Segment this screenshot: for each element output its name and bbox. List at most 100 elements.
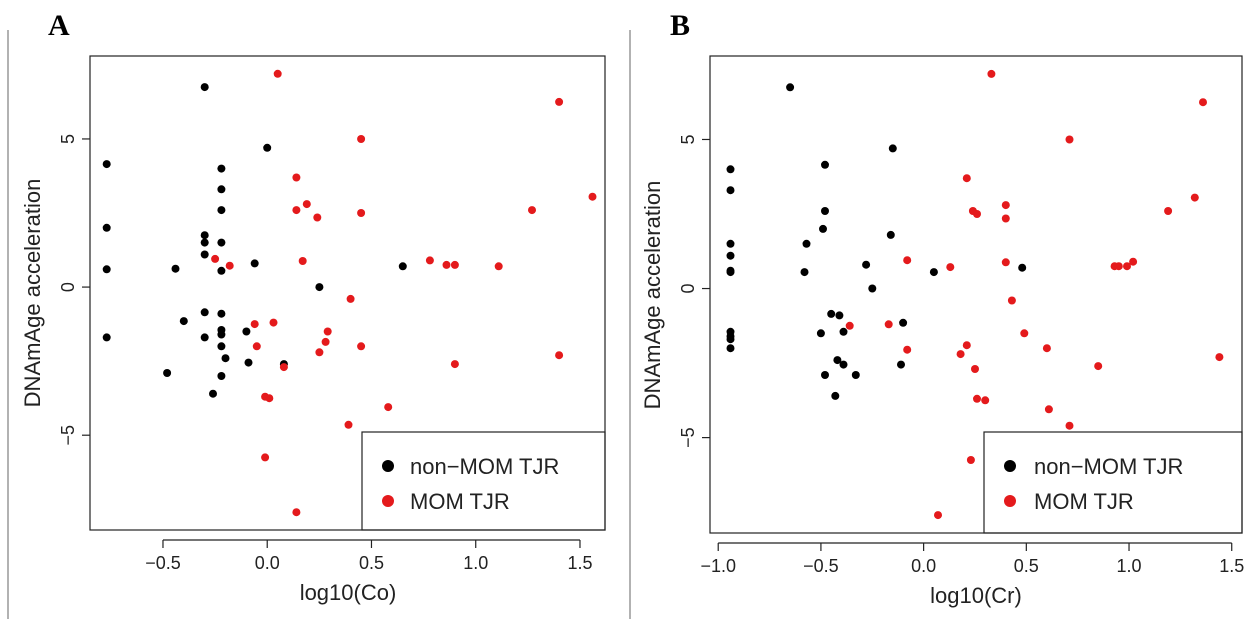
panel-a-mom-point xyxy=(211,254,220,263)
panel-b-mom-point xyxy=(1190,193,1199,202)
panel-a-points xyxy=(102,69,597,517)
panel-b-non-mom-point xyxy=(886,230,895,239)
panel-b-mom-point xyxy=(903,345,912,354)
panel-b-mom-point xyxy=(1007,296,1016,305)
panel-b-x-tick-label: −0.5 xyxy=(803,556,839,576)
panel-b-mom-point xyxy=(1199,98,1207,107)
panel-b-y-axis: −5 0 5 xyxy=(678,134,710,448)
panel-b-non-mom-point xyxy=(726,165,735,174)
panel-b-letter: B xyxy=(670,9,690,42)
panel-a-y-axis-title: DNAmAge acceleration xyxy=(20,179,45,408)
panel-b-mom-point xyxy=(903,256,912,265)
panel-a-mom-point xyxy=(494,262,503,271)
panel-a-non-mom-point xyxy=(242,327,251,336)
panel-b-non-mom-point xyxy=(839,327,848,336)
panel-b-non-mom-point xyxy=(786,83,795,92)
panel-b-mom-point xyxy=(1001,201,1010,210)
panel-a-mom-point xyxy=(273,69,282,78)
panel-a-non-mom-point xyxy=(102,223,111,232)
panel-a-mom-point xyxy=(292,206,301,215)
panel-a-non-mom-point xyxy=(200,238,209,247)
panel-b-legend: non−MOM TJR MOM TJR xyxy=(983,431,1243,534)
panel-a-mom-point xyxy=(588,192,597,201)
panel-b-non-mom-point xyxy=(726,268,735,277)
panel-a-non-mom-point xyxy=(315,283,324,292)
panel-b-non-mom-point xyxy=(821,160,829,169)
panel-a-y-axis: −5 0 5 xyxy=(58,134,90,446)
panel-b-x-tick-label: 0.5 xyxy=(1014,556,1039,576)
panel-a-mom-point xyxy=(315,348,324,357)
panel-a-mom-point xyxy=(302,200,311,209)
panel-a-non-mom-point xyxy=(102,333,111,342)
panel-a-non-mom-point xyxy=(200,308,209,317)
panel-b-mom-point xyxy=(1001,214,1010,223)
panel-b-x-tick-label: −1.0 xyxy=(700,556,736,576)
panel-a-non-mom-point xyxy=(217,238,226,247)
panel-b-x-axis-title: log10(Cr) xyxy=(930,583,1022,608)
panel-a-mom-point xyxy=(555,351,564,360)
panel-b: B −5 0 5 −1.0 −0.5 0.0 0.5 1.0 1.5 log10(Cr) DN… xyxy=(640,9,1244,608)
panel-b-mom-point xyxy=(956,350,965,359)
panel-b-mom-point xyxy=(973,394,981,403)
panel-a-non-mom-point xyxy=(200,250,209,259)
panel-a-legend-label-mom: MOM TJR xyxy=(410,489,510,514)
panel-a-non-mom-point xyxy=(209,389,217,398)
panel-a-x-tick-label: 0.5 xyxy=(359,553,384,573)
panel-b-non-mom-point xyxy=(862,260,871,269)
panel-a-mom-point xyxy=(279,363,288,372)
panel-b-non-mom-point xyxy=(819,224,827,233)
panel-a-mom-point xyxy=(528,206,536,215)
panel-a-mom-point xyxy=(313,213,322,222)
panel-b-mom-point xyxy=(1065,135,1074,144)
panel-a-mom-point xyxy=(250,320,259,329)
panel-a-non-mom-point xyxy=(102,265,111,274)
panel-a-mom-point xyxy=(323,327,332,336)
panel-a-mom-point xyxy=(346,294,355,303)
panel-b-y-tick-label: 0 xyxy=(678,284,698,294)
panel-a-mom-point xyxy=(450,360,459,369)
panel-a-mom-point xyxy=(357,342,366,351)
panel-a-non-mom-point xyxy=(250,259,259,268)
panel-b-y-tick-label: 5 xyxy=(678,134,698,144)
panel-a-mom-point xyxy=(555,97,564,106)
panel-b-legend-box xyxy=(983,431,1243,534)
panel-b-non-mom-point xyxy=(821,207,829,215)
panel-a-mom-point xyxy=(298,257,307,265)
panel-b-non-mom-point xyxy=(868,284,877,293)
panel-a-mom-point xyxy=(292,173,301,182)
panel-a-mom-point xyxy=(425,256,434,265)
panel-a-non-mom-point xyxy=(217,185,226,194)
panel-a-non-mom-point xyxy=(217,342,226,351)
panel-a-y-tick-label: −5 xyxy=(58,425,78,446)
panel-a-mom-point xyxy=(269,318,278,327)
panel-b-mom-point xyxy=(1123,262,1131,271)
panel-a-non-mom-point xyxy=(200,333,209,342)
panel-b-mom-point xyxy=(962,174,971,183)
panel-b-mom-point xyxy=(1094,362,1103,371)
panel-b-legend-label-non-mom: non−MOM TJR xyxy=(1034,454,1183,479)
panel-b-mom-point xyxy=(987,69,996,78)
panel-a-mom-point xyxy=(357,135,366,143)
panel-b-mom-point xyxy=(966,456,975,464)
panel-a-non-mom-point xyxy=(163,369,172,377)
panel-b-mom-point xyxy=(1114,262,1123,271)
panel-b-mom-point xyxy=(946,263,955,272)
panel-b-mom-point xyxy=(1020,329,1029,338)
panel-a-x-tick-label: −0.5 xyxy=(145,553,181,573)
panel-a-non-mom-point xyxy=(171,264,180,273)
panel-a-non-mom-point xyxy=(217,164,226,173)
panel-a-non-mom-point xyxy=(217,266,226,275)
panel-b-legend-marker-mom xyxy=(1004,495,1016,507)
panel-a-non-mom-point xyxy=(244,358,253,367)
panel-b-points xyxy=(726,69,1224,520)
panel-b-mom-point xyxy=(1001,258,1010,267)
panel-a-mom-point xyxy=(265,394,274,403)
panel-a-non-mom-point xyxy=(200,83,209,92)
panel-a-mom-point xyxy=(450,260,459,269)
panel-b-non-mom-point xyxy=(929,268,938,277)
panel-b-mom-point xyxy=(981,396,990,405)
panel-b-x-tick-label: 1.5 xyxy=(1219,556,1244,576)
panel-b-non-mom-point xyxy=(802,239,811,248)
panel-b-non-mom-point xyxy=(831,391,840,400)
panel-a-mom-point xyxy=(252,342,261,351)
